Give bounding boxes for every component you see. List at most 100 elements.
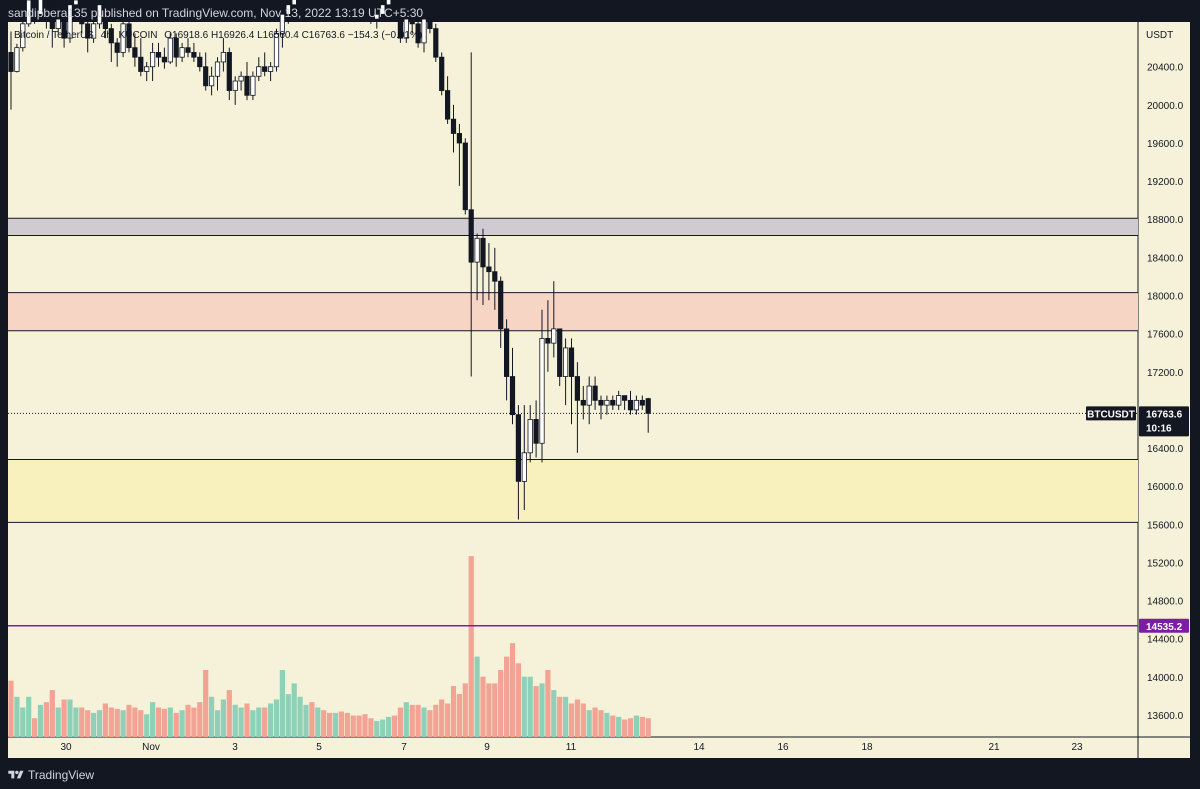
candle-body bbox=[645, 398, 651, 414]
candle-body bbox=[208, 75, 215, 87]
volume-bar bbox=[627, 718, 634, 737]
price-tick-label: 15200.0 bbox=[1147, 558, 1184, 569]
price-axis[interactable]: 20400.0 20000.0 19600.0 19200.0 18800.0 18400… bbox=[1147, 63, 1184, 722]
volume-bar bbox=[380, 719, 386, 737]
volume-bar bbox=[545, 670, 551, 737]
candle-body bbox=[604, 399, 610, 406]
candle-body bbox=[79, 0, 85, 25]
price-tick-label: 20000.0 bbox=[1147, 101, 1184, 112]
volume-bar bbox=[55, 707, 61, 737]
volume-bar bbox=[279, 670, 285, 737]
time-tick-label: 7 bbox=[401, 742, 407, 753]
volume-bar bbox=[214, 710, 221, 737]
candle-body bbox=[521, 452, 527, 482]
candle-body bbox=[238, 75, 244, 82]
volume-bar bbox=[120, 710, 126, 737]
volume-bar bbox=[645, 718, 651, 737]
candle-body bbox=[144, 66, 150, 72]
volume-bar bbox=[273, 699, 280, 737]
candle-body bbox=[197, 56, 203, 68]
volume-bar bbox=[96, 710, 103, 737]
last-price-tag bbox=[1139, 406, 1189, 437]
candle-body bbox=[574, 376, 581, 401]
legend-exchange: KUCOIN bbox=[119, 30, 158, 41]
yellow-zone bbox=[8, 459, 1138, 523]
candle-body bbox=[291, 0, 297, 6]
price-tick-label: 14400.0 bbox=[1147, 635, 1184, 646]
candle-body bbox=[586, 385, 592, 406]
candle-body bbox=[421, 18, 427, 44]
level-tag bbox=[1139, 618, 1189, 633]
candle-body bbox=[32, 0, 38, 15]
volume-bar bbox=[563, 696, 569, 737]
candle-body bbox=[415, 23, 421, 44]
candle-body bbox=[616, 395, 622, 406]
volume-bar bbox=[474, 656, 480, 737]
time-tick-label: 16 bbox=[777, 742, 789, 753]
candle-body bbox=[262, 66, 268, 72]
candle-body bbox=[120, 23, 126, 53]
candle-body bbox=[214, 61, 221, 77]
candle-body bbox=[515, 414, 522, 482]
volume-bar bbox=[8, 680, 14, 737]
volume-bar bbox=[262, 707, 268, 737]
volume-bar bbox=[533, 686, 539, 737]
time-tick-label: 18 bbox=[861, 742, 873, 753]
volume-bar bbox=[433, 704, 439, 737]
volume-bar bbox=[132, 707, 138, 737]
volume-bar bbox=[209, 696, 215, 737]
volume-bar bbox=[303, 704, 309, 737]
candle-body bbox=[598, 399, 604, 406]
candle-body bbox=[43, 0, 50, 15]
time-tick-label: 30 bbox=[60, 742, 72, 753]
volume-bar bbox=[639, 716, 645, 737]
candle-body bbox=[568, 347, 575, 377]
volume-bar bbox=[327, 712, 333, 737]
time-tick-label: 9 bbox=[484, 742, 490, 753]
volume-bar bbox=[616, 716, 622, 737]
candle-body bbox=[37, 0, 44, 15]
volume-bar bbox=[338, 711, 344, 737]
candle-body bbox=[73, 0, 79, 6]
time-tick-label: 11 bbox=[566, 742, 577, 753]
volume-bar bbox=[91, 712, 97, 737]
volume-bar bbox=[67, 699, 73, 737]
volume-bar bbox=[309, 702, 315, 737]
time-tick-label: 21 bbox=[988, 742, 1000, 753]
volume-bar bbox=[203, 670, 209, 737]
candle-body bbox=[509, 376, 516, 416]
volume-bar bbox=[291, 683, 297, 737]
volume-bar bbox=[150, 702, 156, 737]
volume-bar bbox=[73, 707, 79, 737]
volume-bar bbox=[480, 676, 486, 737]
candle-body bbox=[55, 18, 61, 29]
footer-branding[interactable]: TradingView bbox=[8, 767, 94, 783]
volume-bar bbox=[427, 710, 433, 737]
legend-ohlc-values: O16918.6 H16926.4 L16560.4 C16763.6 −154… bbox=[164, 30, 422, 41]
volume-bar bbox=[244, 703, 250, 737]
candle-body bbox=[167, 37, 173, 63]
volume-bar bbox=[592, 707, 598, 737]
symbol-tag-label: BTCUSDT bbox=[1087, 409, 1135, 420]
candle-body bbox=[232, 80, 238, 91]
volume-bar bbox=[350, 715, 356, 737]
volume-bar bbox=[386, 716, 392, 737]
candle-body bbox=[8, 52, 14, 72]
volume-bar bbox=[551, 690, 557, 737]
candle-body bbox=[480, 237, 486, 268]
volume-bar bbox=[498, 670, 504, 737]
candle-body bbox=[639, 399, 645, 406]
volume-bar bbox=[297, 696, 303, 737]
candle-body bbox=[49, 13, 55, 29]
volume-bar bbox=[368, 718, 374, 737]
volume-bar bbox=[179, 710, 185, 737]
time-axis[interactable]: 30 Nov 3 5 7 9 11 14 16 18 21 23 bbox=[60, 742, 1083, 753]
candle-body bbox=[592, 385, 598, 401]
candle-body bbox=[397, 0, 404, 39]
candle-body bbox=[403, 18, 409, 39]
zones-layer bbox=[8, 217, 1138, 523]
candle-body bbox=[250, 75, 256, 96]
levels-layer bbox=[8, 412, 1138, 627]
candle-body bbox=[102, 4, 108, 29]
